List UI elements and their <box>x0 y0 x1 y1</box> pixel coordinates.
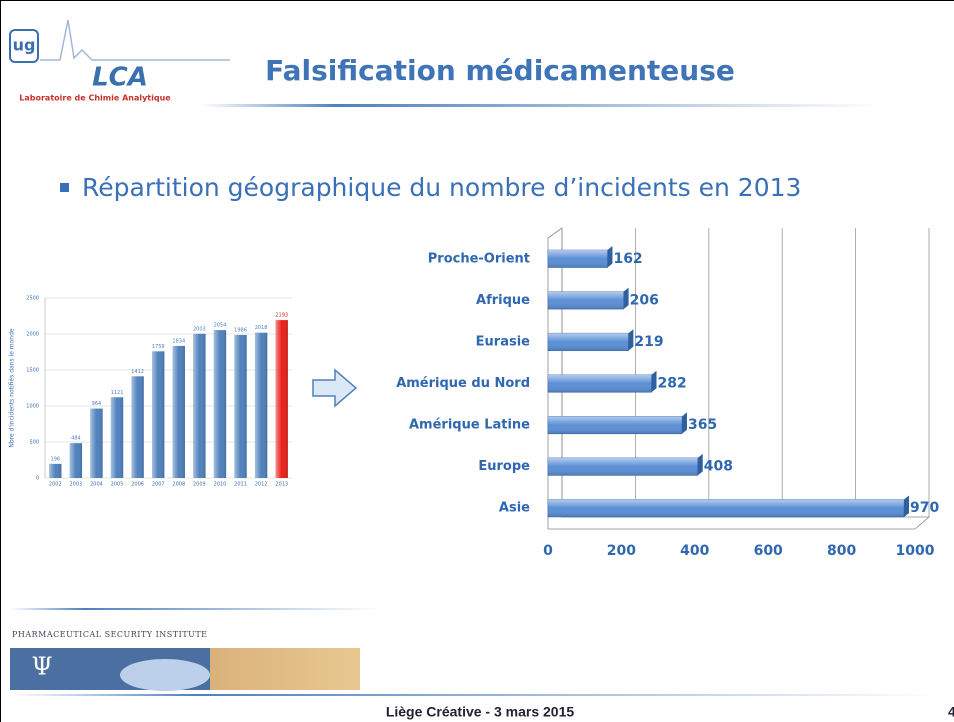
bar-end <box>698 454 703 475</box>
bar-end <box>628 329 633 350</box>
x-tick-label: 2004 <box>90 482 103 488</box>
bar-sheen <box>548 458 698 475</box>
x-tick-label: 2008 <box>172 482 185 488</box>
bar-sheen <box>152 351 164 478</box>
y-tick-label: 1500 <box>26 368 39 374</box>
logo-caption: Laboratoire de Chimie Analytique <box>19 94 171 103</box>
value-label: 964 <box>92 401 102 407</box>
page-number: 4 <box>948 704 954 720</box>
bullet-text: Répartition géographique du nombre d’inc… <box>82 173 801 202</box>
institute-banner: Pharmaceutical Security Institute Ψ <box>10 608 380 691</box>
y-tick-label: 0 <box>36 476 39 482</box>
x-tick-label: 2006 <box>131 482 144 488</box>
bar-sheen <box>193 334 205 478</box>
value-label: 408 <box>704 459 733 475</box>
x-tick-label: 600 <box>754 543 783 559</box>
category-label: Afrique <box>476 293 530 308</box>
bar-sheen <box>548 416 682 433</box>
value-label: 196 <box>51 456 61 462</box>
institute-rule <box>10 608 380 610</box>
value-label: 206 <box>630 292 659 308</box>
category-label: Europe <box>478 459 530 474</box>
bar-sheen <box>214 330 226 478</box>
bar-sheen <box>173 346 185 478</box>
bar-sheen <box>234 335 246 478</box>
x-tick-label: 2013 <box>275 482 288 488</box>
value-label: 162 <box>613 251 642 267</box>
category-label: Amérique du Nord <box>396 376 530 391</box>
institute-map <box>210 648 360 690</box>
value-label: 2003 <box>193 326 206 332</box>
x-tick-label: 2002 <box>49 482 62 488</box>
y-tick-label: 1000 <box>26 404 39 410</box>
value-label: 2018 <box>255 325 268 331</box>
institute-symbol: Ψ <box>31 653 52 681</box>
bar-end <box>682 412 687 433</box>
x-tick-label: 800 <box>827 543 856 559</box>
slide-frame <box>1 1 954 722</box>
bar-end <box>904 495 909 516</box>
value-label: 484 <box>71 436 81 442</box>
value-label: 1412 <box>131 369 144 375</box>
category-label: Proche-Orient <box>428 251 530 266</box>
x-tick-label: 2012 <box>255 482 268 488</box>
arrow <box>313 370 356 406</box>
slide-title: Falsification médicamenteuse <box>265 54 735 87</box>
value-label: 282 <box>657 376 686 392</box>
logo: ug LCA Laboratoire de Chimie Analytique <box>10 20 230 103</box>
logo-mark: ug <box>13 36 36 55</box>
x-tick-label: 0 <box>543 543 553 559</box>
bar-sheen <box>131 376 143 478</box>
x-tick-label: 2005 <box>111 482 124 488</box>
value-label: 1121 <box>111 390 124 396</box>
bar-sheen <box>111 397 123 478</box>
institute-pill <box>120 659 210 691</box>
x-tick-label: 400 <box>680 543 709 559</box>
x-tick-label: 2011 <box>234 482 247 488</box>
footer-text: Liège Créative - 3 mars 2015 <box>386 704 575 720</box>
category-label: Amérique Latine <box>409 418 530 433</box>
footer-rule <box>10 694 940 696</box>
bar-sheen <box>548 375 651 392</box>
y-tick-label: 2500 <box>26 296 39 302</box>
value-label: 970 <box>910 500 939 516</box>
header-rule <box>200 104 880 107</box>
value-label: 365 <box>688 417 717 433</box>
bullet-marker <box>60 183 69 192</box>
bar-sheen <box>276 320 288 478</box>
value-label: 1834 <box>172 338 185 344</box>
value-label: 2054 <box>214 323 227 329</box>
value-label: 1759 <box>152 344 165 350</box>
x-tick-label: 2010 <box>214 482 227 488</box>
value-label: 2193 <box>275 313 288 319</box>
institute-name: Pharmaceutical Security Institute <box>12 630 208 639</box>
slide: ug LCA Laboratoire de Chimie Analytique … <box>0 0 954 722</box>
bar-sheen <box>548 250 607 267</box>
category-label: Asie <box>499 501 530 516</box>
logo-peaks <box>40 20 230 60</box>
bar-end <box>651 371 656 392</box>
category-label: Eurasie <box>476 334 531 349</box>
y-tick-label: 500 <box>29 440 39 446</box>
x-tick-label: 2009 <box>193 482 206 488</box>
y-tick-label: 2000 <box>26 332 39 338</box>
x-tick-label: 1000 <box>896 543 935 559</box>
bar-sheen <box>548 333 628 350</box>
bar-end <box>624 288 629 309</box>
bar-sheen <box>49 464 61 478</box>
logo-name: LCA <box>92 63 148 93</box>
value-label: 1986 <box>234 328 247 334</box>
y-axis-label: Nbre d'incidents notifiés dans le monde <box>9 328 16 448</box>
bar-sheen <box>90 409 102 478</box>
bar-sheen <box>70 443 82 478</box>
bar-sheen <box>255 333 267 478</box>
bar-sheen <box>548 499 904 516</box>
x-tick-label: 200 <box>607 543 636 559</box>
x-tick-label: 2007 <box>152 482 165 488</box>
bar-end <box>607 246 612 267</box>
value-label: 219 <box>634 334 663 350</box>
bar-sheen <box>548 292 624 309</box>
x-tick-label: 2003 <box>70 482 83 488</box>
